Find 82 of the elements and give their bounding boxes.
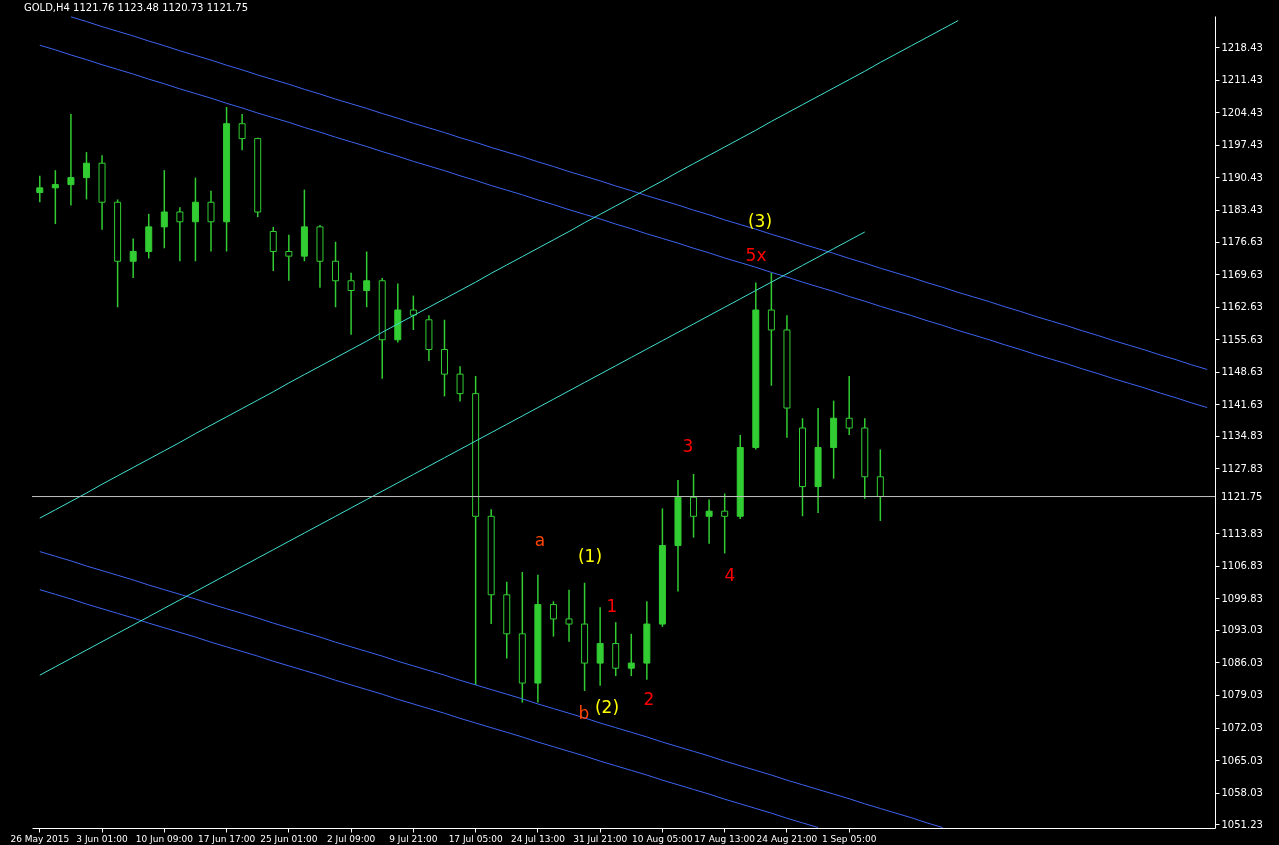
- x-tick-label: 1 Sep 05:00: [822, 833, 877, 844]
- candlestick: [269, 226, 277, 272]
- x-tick-label: 9 Jul 21:00: [389, 833, 438, 844]
- candlestick: [409, 294, 417, 331]
- x-tick-label: 24 Jul 13:00: [510, 833, 566, 844]
- line-series: [39, 44, 1208, 409]
- candlestick: [285, 234, 293, 282]
- y-tick-label: 1141.63: [1221, 398, 1263, 410]
- candlestick: [721, 492, 729, 555]
- candlestick: [191, 176, 199, 262]
- candlestick: [363, 250, 371, 308]
- candlestick: [347, 272, 355, 336]
- y-tick-label: 1176.63: [1221, 236, 1263, 248]
- candlestick: [690, 473, 698, 539]
- candlestick: [549, 600, 557, 638]
- x-tick-label: 10 Aug 05:00: [632, 833, 694, 844]
- candlestick: [456, 365, 464, 403]
- x-tick-label: 2 Jul 09:00: [326, 833, 376, 844]
- candlestick: [565, 588, 573, 643]
- y-tick-label: 1058.03: [1221, 787, 1263, 799]
- annotation: 4: [724, 565, 736, 585]
- y-tick-label: 1065.03: [1221, 754, 1263, 766]
- candlestick: [67, 113, 75, 207]
- annotation: b: [578, 703, 590, 723]
- y-tick-label: 1093.03: [1221, 624, 1263, 636]
- candlestick: [876, 448, 884, 522]
- x-tick-label: 17 Aug 13:00: [694, 833, 756, 844]
- x-tick-label: 26 May 2015: [10, 833, 70, 844]
- y-tick-label: 1218.43: [1221, 41, 1263, 53]
- annotation: 5x: [745, 245, 767, 265]
- candlestick: [705, 498, 713, 545]
- line-series: [39, 589, 819, 828]
- y-tick-label: 1127.83: [1221, 462, 1263, 474]
- x-tick-label: 24 Aug 21:00: [756, 833, 818, 844]
- candlestick: [160, 169, 168, 249]
- annotation: 3: [682, 436, 694, 456]
- candlestick: [596, 606, 604, 687]
- candlestick: [845, 375, 853, 436]
- x-tick-label: 10 Jun 09:00: [135, 833, 194, 844]
- candlestick: [207, 189, 215, 253]
- annotation: a: [534, 530, 546, 550]
- y-tick-label: 1190.43: [1221, 171, 1263, 183]
- x-tick-label: 17 Jun 17:00: [197, 833, 256, 844]
- annotation: 1: [606, 596, 618, 616]
- y-tick-label: 1086.03: [1221, 656, 1263, 668]
- y-tick-label: 1169.63: [1221, 268, 1263, 280]
- y-tick-label: 1148.63: [1221, 366, 1263, 378]
- candlestick: [238, 113, 246, 151]
- y-tick-label: 1162.63: [1221, 301, 1263, 313]
- x-tick-label: 31 Jul 21:00: [573, 833, 628, 844]
- annotation: (1): [577, 546, 603, 566]
- y-tick-label: 1106.83: [1221, 560, 1263, 572]
- y-tick-label: 1211.43: [1221, 74, 1263, 86]
- candlestick: [176, 206, 184, 262]
- x-tick-label: 25 Jun 01:00: [260, 833, 318, 844]
- line-series: [70, 16, 1208, 370]
- y-tick-label: 1183.43: [1221, 204, 1263, 216]
- y-tick-label: 1134.83: [1221, 430, 1263, 442]
- y-tick-label: 1155.63: [1221, 333, 1263, 345]
- y-tick-label: 1079.03: [1221, 689, 1263, 701]
- candlestick: [51, 169, 59, 225]
- candlestick: [36, 175, 44, 203]
- line-series: [39, 231, 866, 676]
- ref-line-label: 1121.75: [1221, 490, 1263, 502]
- candlestick: [767, 272, 775, 387]
- y-tick-label: 1204.43: [1221, 106, 1263, 118]
- y-tick-label: 1197.43: [1221, 139, 1263, 151]
- annotation: (2): [594, 697, 620, 717]
- line-series: [39, 20, 959, 519]
- annotation: (3): [747, 211, 773, 231]
- annotation: 2: [643, 689, 655, 709]
- x-tick-label: 17 Jul 05:00: [448, 833, 503, 844]
- candlestick: [332, 240, 340, 308]
- x-tick-label: 3 Jun 01:00: [76, 833, 129, 844]
- y-tick-label: 1099.83: [1221, 592, 1263, 604]
- candlestick: [627, 633, 635, 677]
- chart-title: GOLD,H4 1121.76 1123.48 1120.73 1121.75: [23, 2, 249, 13]
- candlestick: [82, 151, 90, 201]
- y-tick-label: 1051.23: [1221, 818, 1263, 830]
- y-tick-label: 1072.03: [1221, 722, 1263, 734]
- y-tick-label: 1113.83: [1221, 527, 1263, 539]
- candlestick: [129, 237, 137, 279]
